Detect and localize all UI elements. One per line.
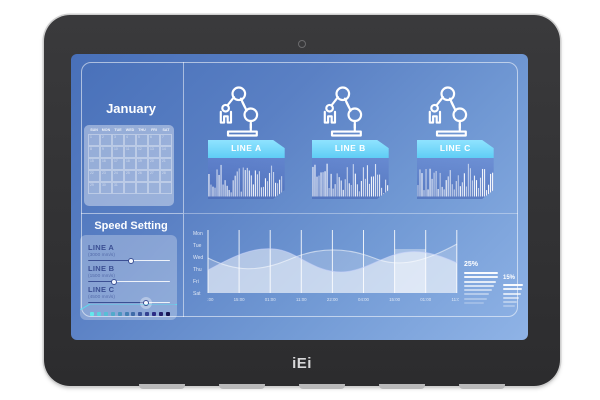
svg-text:04:00: 04:00 xyxy=(358,297,370,302)
svg-text:01:00: 01:00 xyxy=(420,297,432,302)
svg-text:22:00: 22:00 xyxy=(327,297,339,302)
svg-text:04:00: 04:00 xyxy=(207,297,214,302)
svg-text:15:00: 15:00 xyxy=(234,297,246,302)
svg-text:15:00: 15:00 xyxy=(389,297,401,302)
svg-text:11:00: 11:00 xyxy=(451,297,459,302)
svg-text:01:00: 01:00 xyxy=(265,297,277,302)
svg-text:11:00: 11:00 xyxy=(296,297,307,302)
